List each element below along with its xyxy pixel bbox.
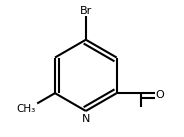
Text: O: O: [155, 90, 164, 100]
Text: Br: Br: [80, 6, 92, 16]
Text: N: N: [82, 114, 91, 124]
Text: CH₃: CH₃: [17, 104, 36, 114]
